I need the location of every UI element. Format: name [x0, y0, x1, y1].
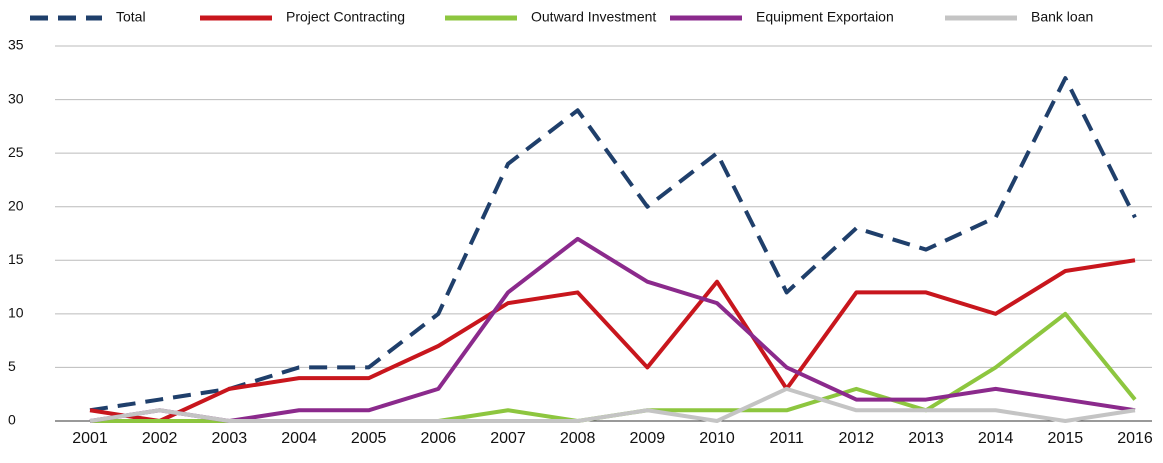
y-tick-label: 25 — [8, 144, 24, 160]
x-tick-label: 2004 — [281, 430, 317, 447]
legend-label: Outward Investment — [531, 9, 656, 25]
series-line — [89, 258, 1136, 423]
legend-label: Total — [116, 9, 146, 25]
series-line — [89, 76, 1137, 413]
x-tick-label: 2008 — [560, 430, 596, 447]
x-tick-label: 2011 — [769, 430, 804, 447]
legend-label: Project Contracting — [286, 9, 405, 25]
x-tick-label: 2003 — [212, 430, 248, 447]
y-tick-label: 30 — [8, 90, 24, 106]
x-tick-label: 2010 — [699, 430, 735, 447]
x-tick-label: 2016 — [1117, 430, 1153, 447]
x-tick-label: 2006 — [421, 430, 457, 447]
y-tick-label: 10 — [8, 305, 24, 321]
x-tick-label: 2014 — [978, 430, 1014, 447]
y-tick-label: 0 — [8, 412, 16, 428]
y-tick-label: 5 — [8, 358, 16, 374]
y-tick-label: 35 — [8, 37, 24, 53]
y-tick-label: 15 — [8, 251, 24, 267]
x-tick-label: 2002 — [142, 430, 178, 447]
series-line — [89, 236, 1136, 423]
x-tick-label: 2007 — [490, 430, 526, 447]
x-tick-label: 2015 — [1048, 430, 1084, 447]
x-tick-label: 2009 — [630, 430, 666, 447]
y-tick-label: 20 — [8, 197, 24, 213]
x-tick-label: 2005 — [351, 430, 387, 447]
x-tick-label: 2012 — [839, 430, 875, 447]
series-line — [89, 386, 1136, 423]
legend-label: Equipment Exportaion — [756, 9, 894, 25]
legend-label: Bank loan — [1031, 9, 1093, 25]
x-tick-label: 2013 — [908, 430, 944, 447]
x-tick-label: 2001 — [72, 430, 108, 447]
